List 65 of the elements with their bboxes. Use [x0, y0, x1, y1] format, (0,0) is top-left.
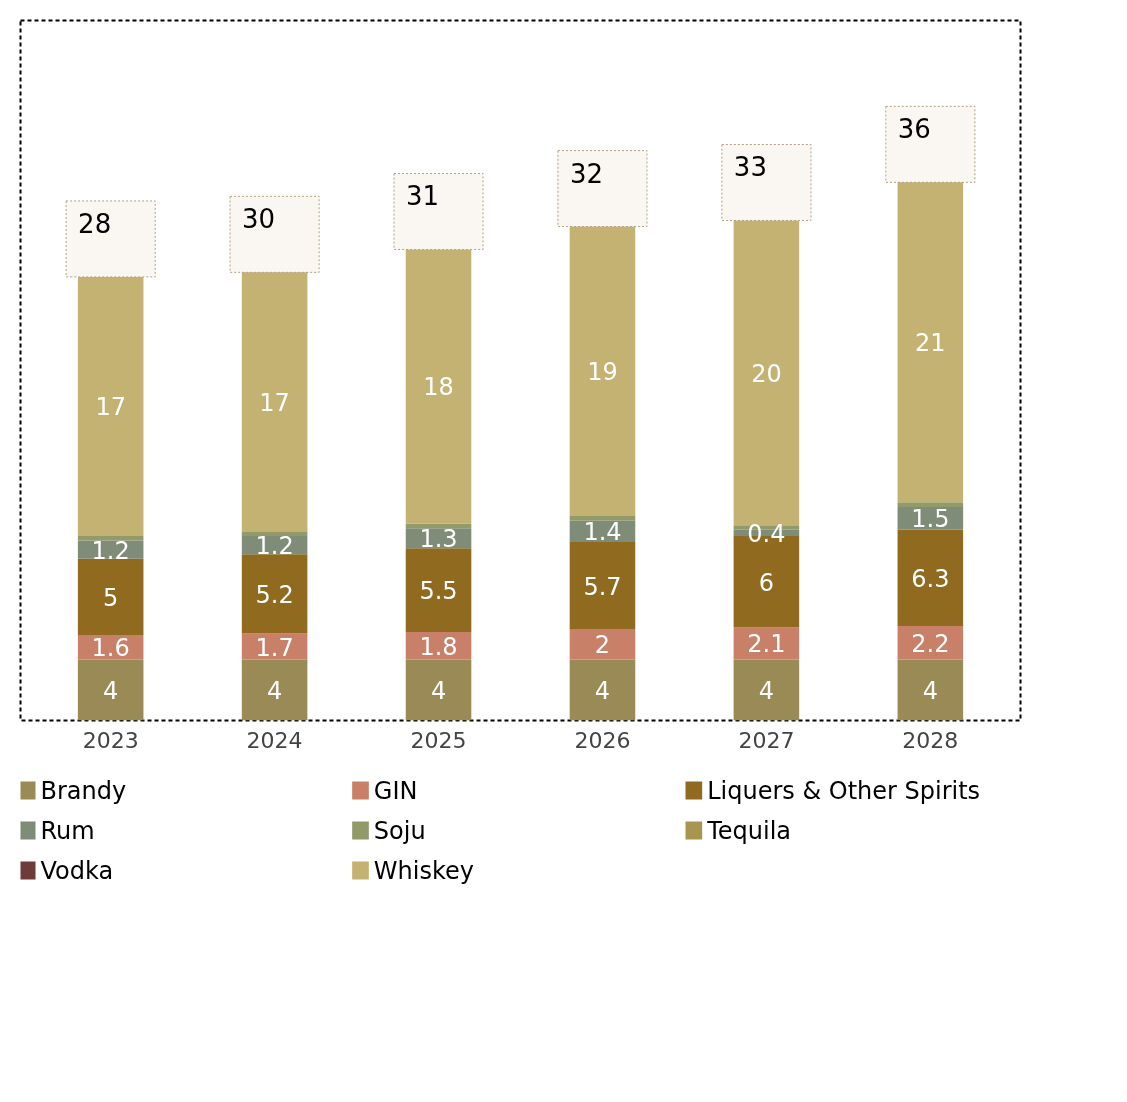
data-label: 1.5	[911, 505, 950, 534]
bar	[77, 535, 144, 541]
bar	[733, 659, 800, 721]
data-label: 2.1	[747, 630, 786, 659]
bar	[897, 502, 964, 507]
total-label: 36	[897, 114, 931, 145]
data-label: 5.7	[583, 572, 622, 601]
data-label: 5	[103, 583, 119, 612]
total-label: 32	[569, 158, 604, 189]
total-label: 30	[242, 204, 276, 235]
data-label: 2	[594, 631, 611, 660]
bar	[241, 659, 308, 721]
data-label: 20	[751, 359, 782, 388]
data-label: 21	[915, 329, 946, 358]
data-label: 5.2	[255, 580, 294, 609]
legend-label: Soju	[373, 816, 426, 845]
data-label: 18	[423, 373, 454, 402]
data-label: 19	[587, 358, 618, 387]
data-label: 1.7	[255, 633, 294, 662]
total-label: 31	[405, 181, 440, 212]
bar	[241, 554, 308, 634]
total-label: 33	[733, 152, 767, 183]
legend-label: Whiskey	[373, 856, 474, 885]
data-label: 4	[758, 676, 775, 705]
bar	[77, 558, 144, 636]
bar	[405, 659, 472, 721]
x-tick-label: 2028	[902, 727, 959, 753]
data-label: 2.2	[911, 629, 950, 658]
data-label: 6	[758, 568, 775, 597]
x-tick-label: 2027	[738, 727, 795, 753]
bar	[241, 531, 308, 536]
data-label: 4	[430, 676, 447, 705]
x-tick-label: 2024	[246, 727, 303, 753]
bar	[897, 659, 964, 721]
bar	[569, 628, 636, 660]
bar	[569, 659, 636, 721]
data-label: 1.3	[419, 525, 458, 554]
data-label: 4	[922, 676, 938, 705]
total-label: 28	[78, 208, 112, 239]
x-tick-label: 2025	[410, 727, 467, 753]
bar	[569, 542, 636, 629]
bar	[897, 529, 964, 626]
x-tick-label: 2023	[82, 727, 139, 753]
data-label: 17	[95, 393, 126, 422]
data-label: 4	[594, 676, 611, 705]
bar	[77, 659, 144, 721]
legend-label: Tequila	[706, 816, 792, 845]
data-label: 1.8	[419, 632, 458, 661]
data-label: 17	[259, 388, 290, 417]
data-label: 4	[103, 676, 119, 705]
bar	[569, 516, 636, 521]
legend-label: GIN	[373, 776, 418, 805]
x-tick-label: 2026	[574, 727, 631, 753]
data-label: 1.4	[583, 518, 622, 547]
data-label: 5.5	[419, 577, 458, 606]
data-label: 4	[266, 676, 283, 705]
bar	[405, 548, 472, 633]
data-label: 1.2	[91, 536, 130, 565]
data-label: 1.6	[91, 634, 130, 663]
legend-label: Vodka	[40, 856, 114, 885]
data-label: 6.3	[911, 564, 950, 593]
data-label: 1.2	[255, 532, 294, 561]
legend-label: Brandy	[40, 776, 127, 805]
legend-label: Rum	[40, 816, 95, 845]
legend-label: Liquers & Other Spirits	[707, 776, 981, 805]
